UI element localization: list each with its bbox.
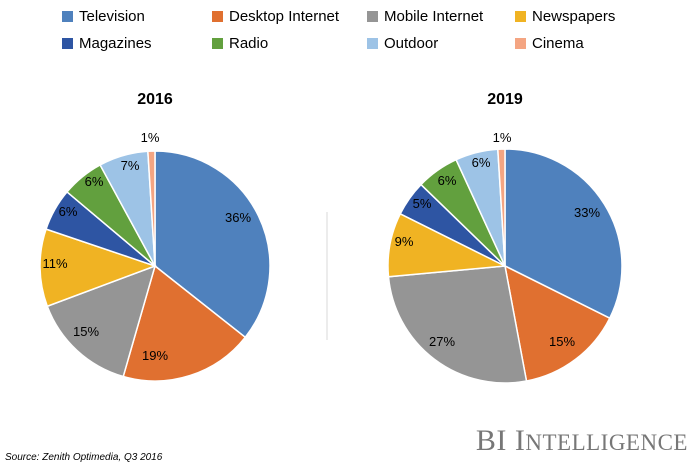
slice-label: 6% — [472, 155, 491, 170]
slice-label: 11% — [42, 256, 67, 271]
legend-label: Radio — [229, 35, 269, 52]
pie-slice-2019-mobile-internet — [387, 265, 528, 384]
legend-item-newspapers: Newspapers — [515, 8, 615, 25]
pie-slice-2016-mobile-internet — [46, 264, 157, 378]
legend-item-magazines: Magazines — [62, 35, 152, 52]
legend-label: Television — [79, 8, 145, 25]
slice-label: 6% — [59, 204, 78, 219]
legend-label: Desktop Internet — [229, 8, 340, 25]
legend-item-cinema: Cinema — [515, 35, 584, 52]
legend-swatch — [62, 11, 73, 22]
slice-label: 1% — [141, 130, 160, 145]
legend-item-radio: Radio — [212, 35, 268, 52]
slice-label: 19% — [142, 348, 168, 363]
legend-swatch — [515, 38, 526, 49]
slice-label: 7% — [121, 158, 140, 173]
pie-slice-2019-television — [504, 148, 623, 320]
legend-label: Outdoor — [384, 35, 439, 52]
pie-slice-2016-newspapers — [39, 228, 158, 308]
legend-swatch — [62, 38, 73, 49]
pie-slice-2019-cinema — [497, 148, 506, 267]
slice-label: 15% — [73, 324, 99, 339]
legend-swatch — [212, 11, 223, 22]
legend-label: Magazines — [79, 35, 152, 52]
slice-label: 5% — [413, 196, 432, 211]
legend-swatch — [367, 11, 378, 22]
pie-slice-2016-television — [154, 150, 271, 339]
slice-label: 36% — [225, 210, 251, 225]
source-note: Source: Zenith Optimedia, Q3 2016 — [5, 452, 163, 463]
legend: Television Desktop Internet Mobile Interne… — [0, 0, 700, 60]
legend-label: Cinema — [532, 35, 584, 52]
brand-logo: BI INTELLIGENCE — [475, 424, 688, 457]
legend-swatch — [515, 11, 526, 22]
legend-item-desktop-internet: Desktop Internet — [212, 8, 339, 25]
slice-label: 15% — [549, 334, 575, 349]
pie-slice-2019-desktop-internet — [503, 264, 611, 382]
legend-item-mobile-internet: Mobile Internet — [367, 8, 483, 25]
slice-label: 1% — [493, 130, 512, 145]
slice-label: 6% — [438, 173, 457, 188]
legend-item-outdoor: Outdoor — [367, 35, 438, 52]
legend-item-television: Television — [62, 8, 145, 25]
legend-label: Mobile Internet — [384, 8, 484, 25]
slice-label: 33% — [574, 205, 600, 220]
slice-label: 9% — [395, 234, 414, 249]
slice-label: 6% — [85, 174, 104, 189]
pie-slice-2016-desktop-internet — [122, 264, 247, 382]
legend-swatch — [212, 38, 223, 49]
pie-title: 2019 — [487, 91, 523, 108]
pie-title: 2016 — [137, 91, 173, 108]
slice-label: 27% — [429, 334, 455, 349]
pie-slice-2016-cinema — [147, 150, 156, 267]
legend-swatch — [367, 38, 378, 49]
legend-label: Newspapers — [532, 8, 616, 25]
